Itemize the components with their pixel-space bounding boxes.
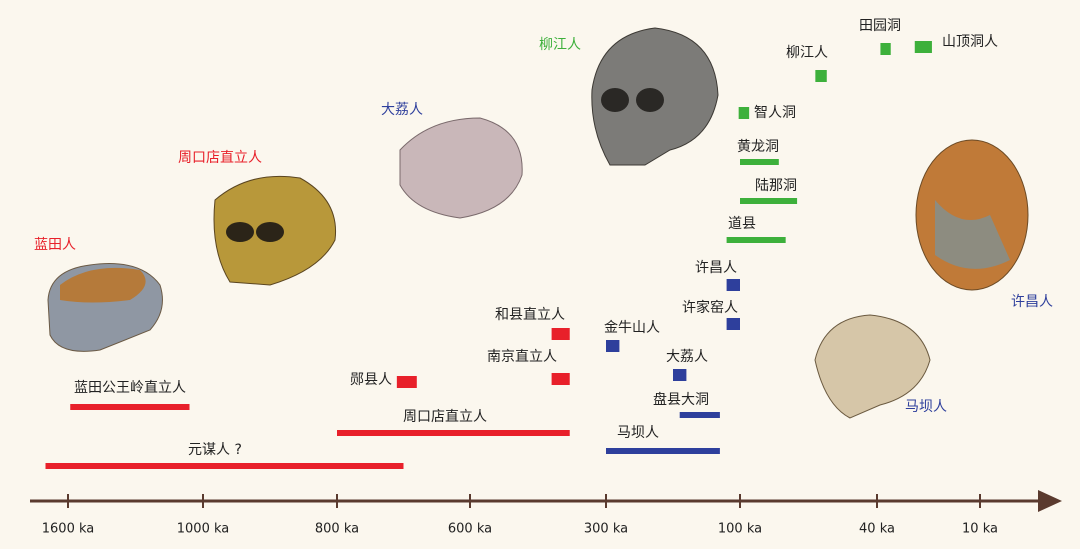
skull-image bbox=[60, 267, 146, 303]
x-tick-label: 1000 ka bbox=[177, 522, 229, 537]
skull-caption: 柳江人 bbox=[539, 36, 581, 53]
time-range-bar bbox=[337, 430, 570, 436]
time-range-bar bbox=[880, 43, 891, 55]
time-range-bar bbox=[551, 373, 570, 385]
range-label: 金牛山人 bbox=[604, 320, 660, 336]
skull-image bbox=[636, 88, 664, 112]
time-axis bbox=[30, 490, 1062, 512]
skull-caption: 蓝田人 bbox=[34, 237, 76, 253]
range-label: 田园洞 bbox=[859, 18, 901, 34]
skull-image bbox=[226, 222, 254, 242]
range-label: 陆那洞 bbox=[755, 178, 797, 194]
time-range-bar bbox=[740, 198, 798, 204]
x-tick-label: 1600 ka bbox=[42, 522, 94, 537]
time-range-bar bbox=[740, 159, 779, 165]
x-tick-label: 800 ka bbox=[315, 522, 359, 537]
skull-image bbox=[256, 222, 284, 242]
skull-image bbox=[814, 314, 931, 419]
time-range-bar bbox=[551, 328, 570, 340]
range-label: 许家窑人 bbox=[682, 299, 738, 316]
range-label: 道县 bbox=[728, 216, 756, 232]
range-label: 和县直立人 bbox=[495, 306, 565, 323]
range-label: 智人洞 bbox=[754, 105, 796, 121]
time-range-bar bbox=[726, 318, 740, 330]
range-label: 周口店直立人 bbox=[403, 408, 487, 425]
time-range-bar bbox=[673, 369, 687, 381]
time-range-bar bbox=[606, 340, 620, 352]
range-label: 元谋人 ? bbox=[188, 442, 242, 458]
time-range-bar bbox=[726, 279, 740, 291]
x-tick-label: 100 ka bbox=[718, 522, 762, 537]
range-label: 黄龙洞 bbox=[737, 138, 779, 155]
range-label: 郧县人 bbox=[350, 372, 392, 388]
axis-arrow bbox=[1038, 490, 1062, 512]
skull-caption: 周口店直立人 bbox=[178, 149, 262, 166]
x-tick-label: 300 ka bbox=[584, 522, 628, 537]
range-label: 马坝人 bbox=[617, 425, 659, 441]
x-tick-label: 10 ka bbox=[962, 522, 998, 537]
range-label: 蓝田公王岭直立人 bbox=[74, 379, 186, 396]
range-label: 盘县大洞 bbox=[653, 391, 709, 408]
skull-image bbox=[601, 88, 629, 112]
x-tick-label: 600 ka bbox=[448, 522, 492, 537]
skull-image bbox=[399, 117, 523, 219]
range-label: 南京直立人 bbox=[487, 348, 557, 365]
time-range-bar bbox=[815, 70, 827, 82]
time-range-bar bbox=[45, 463, 404, 469]
time-range-bar bbox=[726, 237, 786, 243]
skull-caption: 大荔人 bbox=[381, 102, 423, 118]
skull-caption: 许昌人 bbox=[1011, 294, 1053, 310]
time-range-bar bbox=[914, 41, 932, 53]
time-range-bar bbox=[606, 448, 720, 454]
range-label: 大荔人 bbox=[666, 349, 708, 365]
time-range-bar bbox=[679, 412, 720, 418]
range-label: 柳江人 bbox=[786, 44, 828, 61]
time-range-bar bbox=[396, 376, 417, 388]
x-tick-label: 40 ka bbox=[859, 522, 895, 537]
time-range-bar bbox=[70, 404, 190, 410]
time-range-bar bbox=[738, 107, 750, 119]
range-label: 山顶洞人 bbox=[942, 34, 998, 50]
skull-images bbox=[47, 27, 1029, 419]
skull-image bbox=[935, 200, 1010, 269]
skull-caption: 马坝人 bbox=[905, 399, 947, 415]
range-label: 许昌人 bbox=[695, 260, 737, 276]
